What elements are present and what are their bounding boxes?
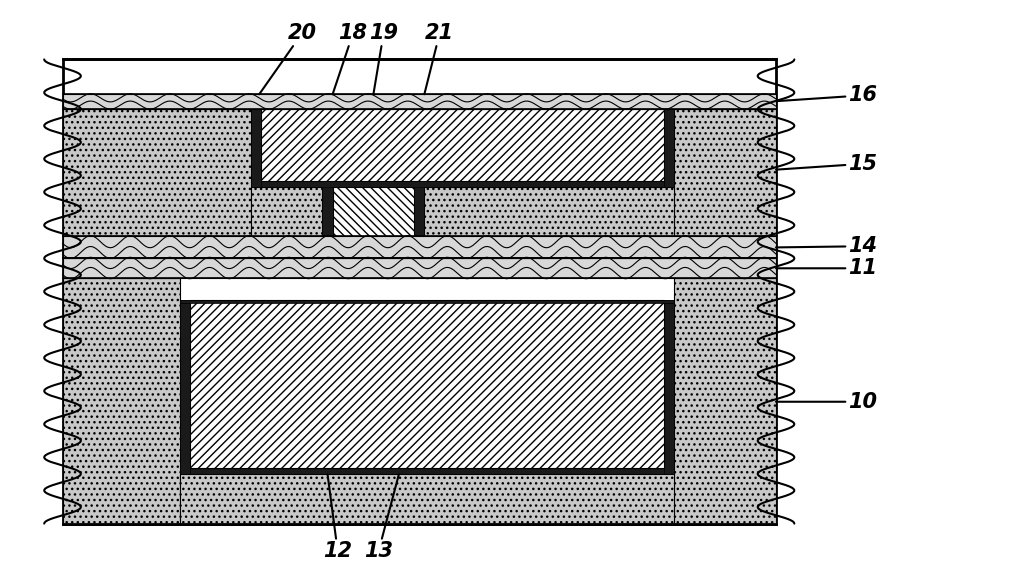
Bar	[180, 300, 190, 474]
Bar	[62, 236, 776, 258]
Bar	[180, 469, 675, 474]
Bar	[664, 300, 675, 474]
Bar	[62, 278, 180, 524]
Text: 19: 19	[369, 23, 399, 94]
Bar	[62, 59, 776, 524]
Bar	[62, 94, 776, 109]
Bar	[675, 109, 776, 236]
Text: 16: 16	[776, 85, 877, 106]
Bar	[323, 187, 332, 278]
Text: 13: 13	[364, 474, 399, 561]
Text: 18: 18	[332, 23, 368, 94]
Bar	[664, 109, 675, 187]
Bar	[251, 187, 323, 236]
Text: 12: 12	[323, 474, 353, 561]
Bar	[180, 300, 675, 303]
Text: 14: 14	[776, 236, 877, 257]
Bar	[332, 187, 414, 278]
Bar	[62, 109, 251, 236]
Text: 10: 10	[776, 392, 877, 412]
Bar	[424, 187, 675, 236]
Text: 20: 20	[260, 23, 317, 94]
Bar	[414, 187, 424, 278]
Bar	[262, 109, 664, 181]
Bar	[251, 181, 675, 187]
Text: 21: 21	[424, 23, 454, 94]
Bar	[251, 109, 262, 187]
Bar	[190, 300, 664, 469]
Bar	[180, 474, 675, 524]
Text: 15: 15	[776, 154, 877, 174]
Bar	[675, 278, 776, 524]
Bar	[62, 258, 776, 278]
Text: 11: 11	[776, 258, 877, 278]
